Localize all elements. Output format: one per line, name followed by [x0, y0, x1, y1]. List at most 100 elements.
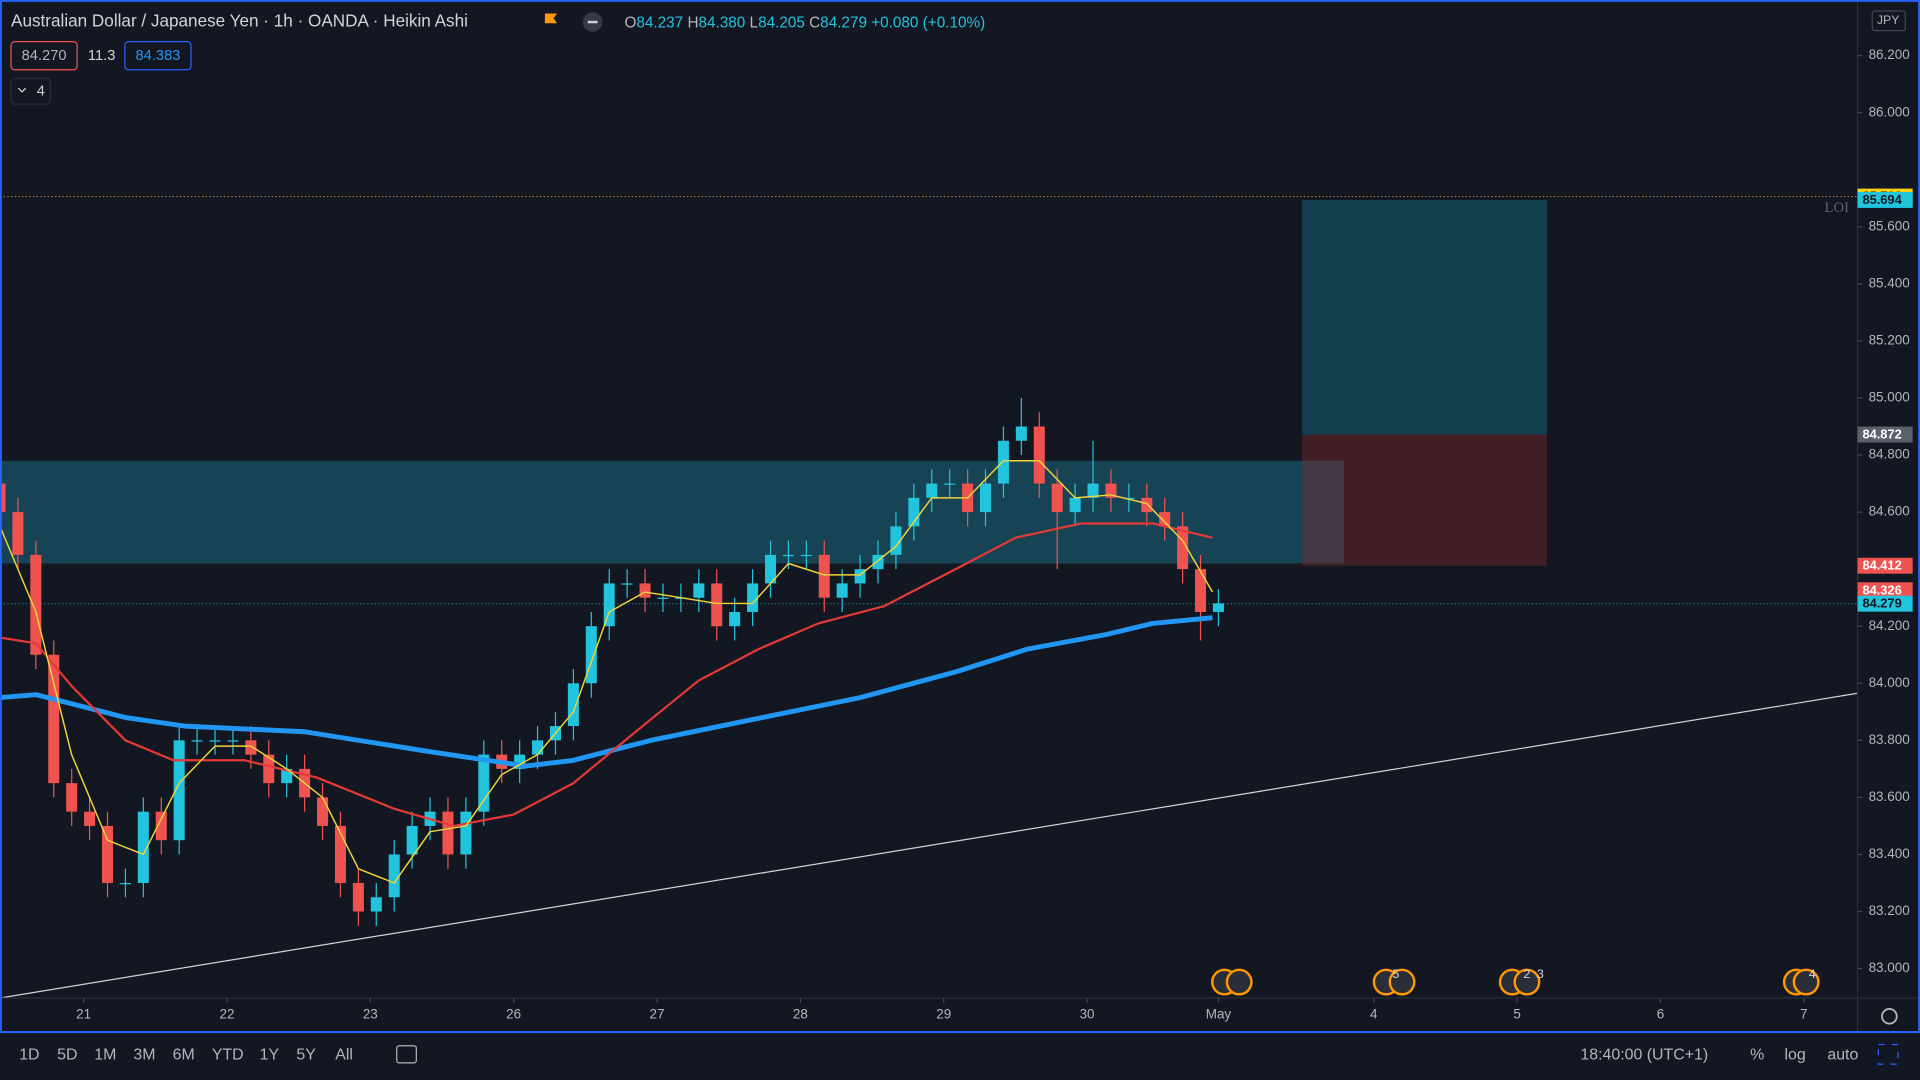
event-count: 4	[1809, 967, 1816, 981]
x-tick-label: 7	[1800, 1007, 1807, 1022]
candle-body	[657, 597, 669, 599]
scale-option[interactable]: %	[1750, 1047, 1764, 1064]
moving-average	[0, 522, 1213, 828]
y-tick-label: 83.600	[1869, 789, 1910, 804]
range-button[interactable]: All	[335, 1047, 353, 1064]
candle-body	[782, 554, 794, 557]
range-button[interactable]: 1Y	[260, 1047, 280, 1064]
range-button[interactable]: 3M	[133, 1047, 155, 1064]
price-label-box	[1857, 595, 1913, 612]
candle-body	[281, 768, 293, 784]
range-button[interactable]: YTD	[212, 1047, 244, 1064]
candle-body	[1177, 526, 1189, 570]
sell-box[interactable]	[10, 41, 78, 71]
ohlc-value: 84.205	[758, 14, 805, 31]
candle-body	[388, 854, 400, 898]
currency: JPY	[1877, 13, 1899, 27]
event-icon[interactable]	[1513, 968, 1541, 996]
y-tick-label: 84.200	[1869, 618, 1910, 633]
event-icon[interactable]	[1388, 968, 1416, 996]
candle-body	[1033, 426, 1045, 484]
x-tick-label: 26	[506, 1007, 521, 1022]
candle-body	[1087, 483, 1099, 498]
x-tick-label: 21	[76, 1007, 91, 1022]
candle-body	[836, 583, 848, 598]
event-count: 5	[1393, 967, 1400, 981]
candle-body	[926, 483, 938, 498]
candle-body	[370, 897, 382, 912]
flag-icon[interactable]	[544, 13, 558, 24]
price-label: 84.412	[1862, 558, 1901, 573]
scale-option[interactable]: auto	[1827, 1047, 1858, 1064]
candle-body	[209, 740, 221, 742]
currency-box[interactable]	[1871, 10, 1906, 32]
y-tick-label: 86.000	[1869, 104, 1910, 119]
candle-body	[442, 811, 454, 855]
candle-body	[1105, 483, 1117, 498]
spread: 11.3	[88, 48, 116, 64]
candle-body	[621, 583, 633, 585]
candle-body	[173, 740, 185, 841]
range-button[interactable]: 1M	[94, 1047, 116, 1064]
scale-option[interactable]: log	[1784, 1047, 1805, 1064]
candle-body	[585, 626, 597, 684]
ohlc: O84.237 H84.380 L84.205 C84.279 +0.080 (…	[624, 14, 985, 31]
x-tick-label: 29	[936, 1007, 951, 1022]
collapse-icon	[587, 20, 598, 24]
candle-body	[48, 654, 60, 784]
candle-body	[567, 683, 579, 727]
indicators-toggle[interactable]	[10, 77, 51, 105]
ohlc-key: H	[687, 14, 698, 31]
date-range-icon[interactable]	[396, 1045, 417, 1064]
moving-average	[0, 460, 1214, 884]
candle-body	[334, 825, 346, 883]
clock[interactable]: 18:40:00 (UTC+1)	[1580, 1047, 1708, 1064]
range-button[interactable]: 6M	[173, 1047, 195, 1064]
y-tick-label: 84.000	[1869, 675, 1910, 690]
candle-body	[155, 811, 167, 841]
event-count: 2	[1524, 967, 1531, 981]
candle-body	[191, 740, 203, 742]
event-count: 3	[1537, 967, 1544, 981]
y-tick-label: 83.200	[1869, 903, 1910, 918]
ohlc-key: C	[809, 14, 820, 31]
settings-icon[interactable]	[1881, 1008, 1898, 1025]
buy-box[interactable]	[124, 41, 192, 71]
x-tick-label: 5	[1513, 1007, 1520, 1022]
candle-body	[1195, 569, 1207, 612]
x-tick-label: 30	[1080, 1007, 1095, 1022]
candle-body	[1141, 497, 1153, 513]
candle-body	[84, 811, 96, 826]
candle-body	[478, 754, 490, 812]
ohlc-value: 84.237	[636, 14, 683, 31]
candle-body	[119, 882, 131, 885]
range-button[interactable]: 5Y	[296, 1047, 316, 1064]
events: 5 2 3 4	[1211, 967, 1820, 996]
event-icon[interactable]	[1225, 968, 1253, 996]
x-tick-label: 6	[1657, 1007, 1664, 1022]
fullscreen-icon[interactable]	[1877, 1043, 1899, 1065]
candle-body	[514, 754, 526, 769]
support-zone	[0, 460, 1344, 564]
symbol-title[interactable]: Australian Dollar / Japanese Yen · 1h · …	[11, 11, 468, 31]
y-tick-label: 83.400	[1869, 846, 1910, 861]
candle-body	[137, 811, 149, 883]
y-tick-label: 85.000	[1869, 390, 1910, 405]
candle-body	[800, 554, 812, 557]
price-label-box	[1857, 426, 1913, 443]
candle-body	[12, 512, 24, 555]
chevron-icon	[17, 87, 27, 93]
x-tick-label: May	[1206, 1007, 1232, 1022]
y-tick-label: 84.800	[1869, 447, 1910, 462]
price-label: 84.872	[1862, 427, 1901, 442]
candle-body	[944, 483, 956, 485]
candle-body	[227, 740, 239, 742]
drawing-label: LOI	[1824, 200, 1849, 216]
event-icon[interactable]	[1792, 968, 1820, 996]
candle-body	[1051, 483, 1063, 513]
range-button[interactable]: 1D	[19, 1047, 39, 1064]
candle-body	[102, 825, 114, 883]
x-tick-label: 28	[793, 1007, 808, 1022]
range-button[interactable]: 5D	[57, 1047, 77, 1064]
